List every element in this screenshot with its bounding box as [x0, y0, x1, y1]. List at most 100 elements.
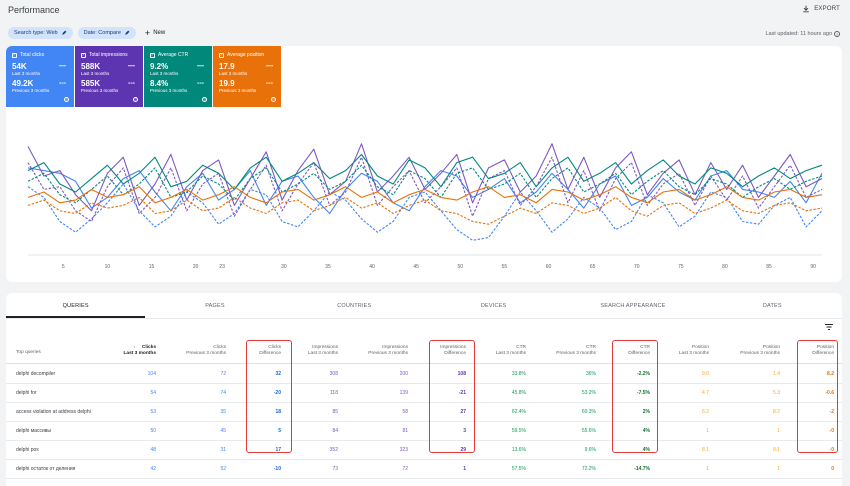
metric-average-position[interactable]: ✓ Average position 17.9 Last 3 months 19.… — [213, 46, 281, 107]
help-icon[interactable]: ? — [133, 97, 138, 102]
query-text: delphi остаток от деления — [16, 466, 76, 472]
cell-clicks-prev: 74 — [220, 390, 226, 396]
cell-ctr-diff: -14.7% — [634, 466, 650, 472]
cell-pos-prev: 8.2 — [773, 409, 780, 415]
header-clicks-prev[interactable]: Clicks Previous 3 months — [186, 345, 226, 357]
tab-queries[interactable]: QUERIES — [6, 293, 146, 318]
cell-impr-prev: 323 — [399, 447, 408, 453]
table-row[interactable]: delphi decompiler 104 72 32 308 200 108 33.8% 36… — [6, 365, 842, 384]
solid-line-icon: — — [197, 63, 204, 70]
filter-bar: Search type: Web Date: Compare + New — [8, 27, 165, 39]
x-tick-label: 55 — [502, 264, 508, 270]
cell-clicks-prev: 45 — [220, 428, 226, 434]
table-row[interactable]: delphi for 54 74 -20 118 139 -21 45.8% 53.2% -7.5… — [6, 384, 842, 403]
header-position-diff[interactable]: Position Difference — [812, 345, 834, 357]
help-icon[interactable]: ? — [64, 97, 69, 102]
header-label: CTR — [640, 345, 650, 350]
cell-impr-last: 85 — [332, 409, 338, 415]
header-position-prev[interactable]: Position Previous 3 months — [740, 345, 780, 357]
header-impressions-diff[interactable]: Impressions Difference — [440, 345, 466, 357]
help-icon[interactable]: ? — [202, 97, 207, 102]
header-ctr-last[interactable]: CTR Last 3 months — [496, 345, 526, 357]
x-tick-label: 23 — [219, 264, 225, 270]
header-ctr-diff[interactable]: CTR Difference — [628, 345, 650, 357]
cell-pos-last: 1 — [706, 428, 709, 434]
metric-previous-value: 8.4% — [150, 79, 169, 88]
table-row[interactable]: delphi остаток от деления 42 52 -10 73 72 1 57.… — [6, 460, 842, 479]
x-tick-label: 90 — [810, 264, 816, 270]
header-impressions-last[interactable]: Impressions Last 3 months — [308, 345, 338, 357]
header-clicks-last[interactable]: ↓ Clicks Last 3 months — [123, 345, 156, 357]
cell-ctr-prev: 60.3% — [581, 409, 596, 415]
checkbox-icon[interactable]: ✓ — [12, 52, 17, 58]
series-line-6 — [27, 186, 823, 204]
table-row[interactable]: delphi массивы 50 45 5 84 81 3 59.5% 55.6% 4% 1 1 -0 — [6, 422, 842, 441]
cell-impr-diff: 3 — [463, 428, 466, 434]
cell-ctr-diff: 4% — [642, 447, 650, 453]
cell-impr-diff: 1 — [463, 466, 466, 472]
metric-current-period: Last 3 months — [81, 71, 110, 76]
cell-pos-diff: 0 — [831, 466, 834, 472]
cell-clicks-last: 42 — [150, 466, 156, 472]
cell-ctr-last: 13.6% — [511, 447, 526, 453]
checkbox-icon[interactable]: ✓ — [81, 52, 86, 58]
header-label: Position — [816, 345, 834, 350]
x-tick-label: 65 — [590, 264, 596, 270]
tab-dates[interactable]: DATES — [762, 303, 782, 309]
header-sublabel: Previous 3 months — [186, 351, 226, 356]
header-clicks-diff[interactable]: Clicks Difference — [259, 345, 281, 357]
series-line-3 — [27, 156, 823, 223]
metric-total-clicks[interactable]: ✓ Total clicks 54K Last 3 months 49.2K Pr… — [6, 46, 74, 107]
metric-average-ctr[interactable]: ✓ Average CTR 9.2% Last 3 months 8.4% Pre… — [144, 46, 212, 107]
dashed-line-icon: --- — [59, 80, 66, 87]
cell-clicks-last: 104 — [147, 371, 156, 377]
series-line-5 — [27, 164, 823, 204]
header-position-last[interactable]: Position Last 3 months — [679, 345, 709, 357]
solid-line-icon: — — [59, 63, 66, 70]
header-ctr-prev[interactable]: CTR Previous 3 months — [556, 345, 596, 357]
performance-line-chart[interactable]: 5 10 15 20 23 30 35 40 45 50 55 60 65 70 75 80 85 90 — [6, 107, 842, 282]
cell-impr-prev: 72 — [402, 466, 408, 472]
highlight-clicks-difference — [246, 340, 292, 453]
tab-pages[interactable]: PAGES — [205, 303, 225, 309]
x-tick-label: 45 — [413, 264, 419, 270]
new-label: New — [153, 30, 166, 36]
cell-ctr-diff: 4% — [642, 428, 650, 434]
table-row[interactable]: delphi pos 48 31 17 352 323 29 13.6% 9.6% 4% 8.1 8.… — [6, 441, 842, 460]
table-row[interactable]: access violation at address delphi 53 35 18… — [6, 403, 842, 422]
new-filter-button[interactable]: + New — [145, 29, 166, 38]
header-sublabel: Last 3 months — [307, 351, 338, 356]
tab-search-appearance[interactable]: SEARCH APPEARANCE — [600, 303, 666, 309]
help-icon[interactable]: ? — [834, 31, 840, 37]
metric-label: Total clicks — [20, 52, 45, 58]
cell-impr-diff: -21 — [458, 390, 466, 396]
tab-devices[interactable]: DEVICES — [480, 303, 507, 309]
metric-total-impressions[interactable]: ✓ Total impressions 588K Last 3 months 58… — [75, 46, 143, 107]
header-sublabel: Difference — [444, 351, 466, 356]
cell-clicks-prev: 31 — [220, 447, 226, 453]
dashed-line-icon: --- — [197, 80, 204, 87]
cell-clicks-prev: 52 — [220, 466, 226, 472]
checkbox-icon[interactable]: ✓ — [150, 52, 155, 58]
help-icon[interactable]: ? — [271, 97, 276, 102]
cell-pos-prev: 1 — [777, 428, 780, 434]
cell-ctr-last: 33.8% — [511, 371, 526, 377]
checkbox-icon[interactable]: ✓ — [219, 52, 224, 58]
highlight-ctr-difference — [612, 340, 658, 453]
x-tick-label: 20 — [193, 264, 199, 270]
dimension-tabs: QUERIES PAGES COUNTRIES DEVICES SEARCH A… — [6, 293, 842, 319]
metric-label: Total impressions — [89, 52, 128, 58]
cell-impr-prev: 81 — [402, 428, 408, 434]
solid-line-icon: — — [266, 63, 273, 70]
query-text: delphi decompiler — [16, 371, 56, 377]
export-button[interactable]: EXPORT — [802, 5, 840, 13]
search-type-chip[interactable]: Search type: Web — [8, 27, 73, 39]
date-chip[interactable]: Date: Compare — [77, 27, 136, 39]
cell-impr-last: 308 — [329, 371, 338, 377]
filter-rows-icon[interactable] — [825, 324, 833, 330]
tab-countries[interactable]: COUNTRIES — [337, 303, 372, 309]
query-text: access violation at address delphi — [16, 409, 91, 415]
metric-previous-period: Previous 3 months — [219, 88, 257, 93]
header-impressions-prev[interactable]: Impressions Previous 3 months — [368, 345, 408, 357]
header-label: Position — [691, 345, 709, 350]
